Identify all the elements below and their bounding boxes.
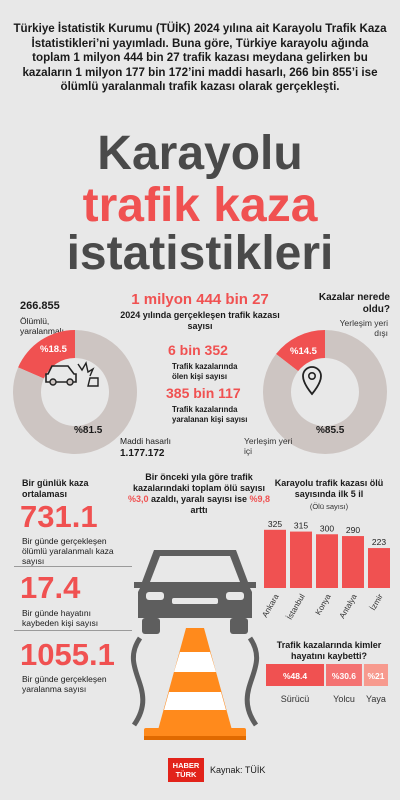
province-bars: 325 Ankara 315 İstanbul 300 Konya 290 Antalya 22… xyxy=(260,519,390,621)
left-donut-segments xyxy=(13,330,137,454)
bar-value-label: 325 xyxy=(268,519,282,529)
daily-label-1: Bir günde gerçekleşen ölümlü yaralanmalı… xyxy=(22,536,114,566)
victims-title: Trafik kazalarında kimler hayatını kaybe… xyxy=(276,640,382,661)
car-cone-illustration xyxy=(130,550,260,740)
inside-settlement-label: Yerleşim yeri içi xyxy=(244,436,293,456)
bar-category-label: İstanbul xyxy=(285,592,307,621)
victim-value-label: %48.4 xyxy=(283,671,307,681)
victims-bar-chart: %48.4 Sürücü %30.6 Yolcu %21 Yaya xyxy=(266,664,388,704)
bar-category-label: Konya xyxy=(314,592,333,617)
total-accidents-label: 2024 yılında gerçekleşen trafik kazası s… xyxy=(120,310,280,331)
outside-settlement-label: Yerleşim yeri dışı xyxy=(339,318,388,338)
location-pin-icon xyxy=(302,366,322,396)
left-donut-top-value: 266.855 xyxy=(20,300,60,312)
victim-category-label: Sürücü xyxy=(281,694,310,704)
right-donut-segments xyxy=(263,330,387,454)
right-donut-slice-2 xyxy=(263,330,387,454)
left-donut-top-label: Ölümlü, yaralanmalı xyxy=(20,316,64,336)
victim-bars: %48.4 Sürücü %30.6 Yolcu %21 Yaya xyxy=(266,664,388,704)
bar-chart-unit: (Ölü sayısı) xyxy=(309,502,349,511)
skid-marks xyxy=(130,636,260,727)
daily-value-2: 17.4 xyxy=(20,570,81,605)
daily-label-3: Bir günde gerçekleşen yaralanma sayısı xyxy=(22,674,107,694)
left-donut-slice-1 xyxy=(18,330,75,379)
left-donut-slice-2 xyxy=(13,330,137,454)
daily-value-1: 731.1 xyxy=(20,499,98,534)
left-donut-big-pct: %81.5 xyxy=(74,425,103,436)
change-note: Bir önceki yıla göre trafik kazalarındak… xyxy=(126,472,272,516)
right-donut-big-pct: %85.5 xyxy=(316,425,345,436)
haberturk-logo: HABER TÜRK xyxy=(168,758,204,782)
right-donut-slice-1 xyxy=(276,330,325,372)
location-question: Kazalar nerede oldu? xyxy=(318,292,390,315)
victim-bar-2 xyxy=(326,664,362,686)
intro-text: Türkiye İstatistik Kurumu (TÜİK) 2024 yı… xyxy=(13,22,387,94)
deaths-value: 6 bin 352 xyxy=(168,342,228,358)
daily-heading: Bir günlük kaza ortalaması xyxy=(22,478,89,499)
bar-value-label: 223 xyxy=(372,537,386,547)
title-line-1: Karayolu xyxy=(97,127,303,180)
divider xyxy=(14,630,132,631)
injured-label: Trafik kazalarında yaralanan kişi sayısı xyxy=(172,405,248,424)
bar-3 xyxy=(316,534,338,588)
daily-label-2: Bir günde hayatını kaybeden kişi sayısı xyxy=(22,608,99,628)
divider xyxy=(14,566,132,567)
victim-bar-3 xyxy=(363,664,388,686)
title-line-2: trafik kaza xyxy=(82,179,318,232)
bar-chart-title: Karayolu trafik kazası ölü sayısında ilk… xyxy=(274,478,384,499)
daily-value-3: 1055.1 xyxy=(20,637,115,672)
left-donut-bottom-value: 1.177.172 xyxy=(120,448,165,459)
traffic-cone-icon xyxy=(144,628,246,740)
bar-category-label: İzmir xyxy=(368,592,385,612)
left-donut-chart xyxy=(13,330,137,454)
bar-category-label: Ankara xyxy=(260,592,281,619)
logo-line-1: HABER xyxy=(172,761,200,770)
bar-1 xyxy=(264,529,286,588)
source-text: Kaynak: TÜİK xyxy=(210,765,266,775)
left-donut-bottom-label: Maddi hasarlı xyxy=(120,436,172,446)
victim-category-label: Yaya xyxy=(366,694,386,704)
victim-value-label: %21 xyxy=(367,671,384,681)
injured-value: 385 bin 117 xyxy=(166,385,241,401)
bar-value-label: 290 xyxy=(346,525,360,535)
bar-4 xyxy=(342,536,364,588)
deaths-label: Trafik kazalarında ölen kişi sayısı xyxy=(172,362,238,381)
injury-change-pct: %9,8 xyxy=(249,494,271,504)
total-accidents-value: 1 milyon 444 bin 27 xyxy=(131,291,269,308)
change-note-part-2: azaldı, yaralı sayısı ise xyxy=(148,494,250,504)
death-change-pct: %3,0 xyxy=(127,494,149,504)
victim-category-label: Yolcu xyxy=(333,694,355,704)
left-donut-small-pct: %18.5 xyxy=(40,344,67,355)
logo-line-2: TÜRK xyxy=(175,770,197,779)
victim-bar-1 xyxy=(266,664,325,686)
bar-value-label: 315 xyxy=(294,521,308,531)
right-donut-chart xyxy=(263,330,387,454)
bar-5 xyxy=(368,548,390,588)
change-note-part-1: Bir önceki yıla göre trafik kazalarındak… xyxy=(132,472,266,493)
crash-car-icon xyxy=(45,361,99,387)
title-line-3: istatistikleri xyxy=(66,227,334,280)
province-bar-chart: 325 Ankara 315 İstanbul 300 Konya 290 Antalya 22… xyxy=(260,519,390,621)
right-donut-small-pct: %14.5 xyxy=(290,346,317,357)
bar-value-label: 300 xyxy=(320,523,334,533)
change-note-part-3: arttı xyxy=(190,505,208,515)
bar-2 xyxy=(290,531,312,588)
victim-value-label: %30.6 xyxy=(332,671,356,681)
car-icon xyxy=(134,550,256,634)
bar-category-label: Antalya xyxy=(338,592,359,620)
